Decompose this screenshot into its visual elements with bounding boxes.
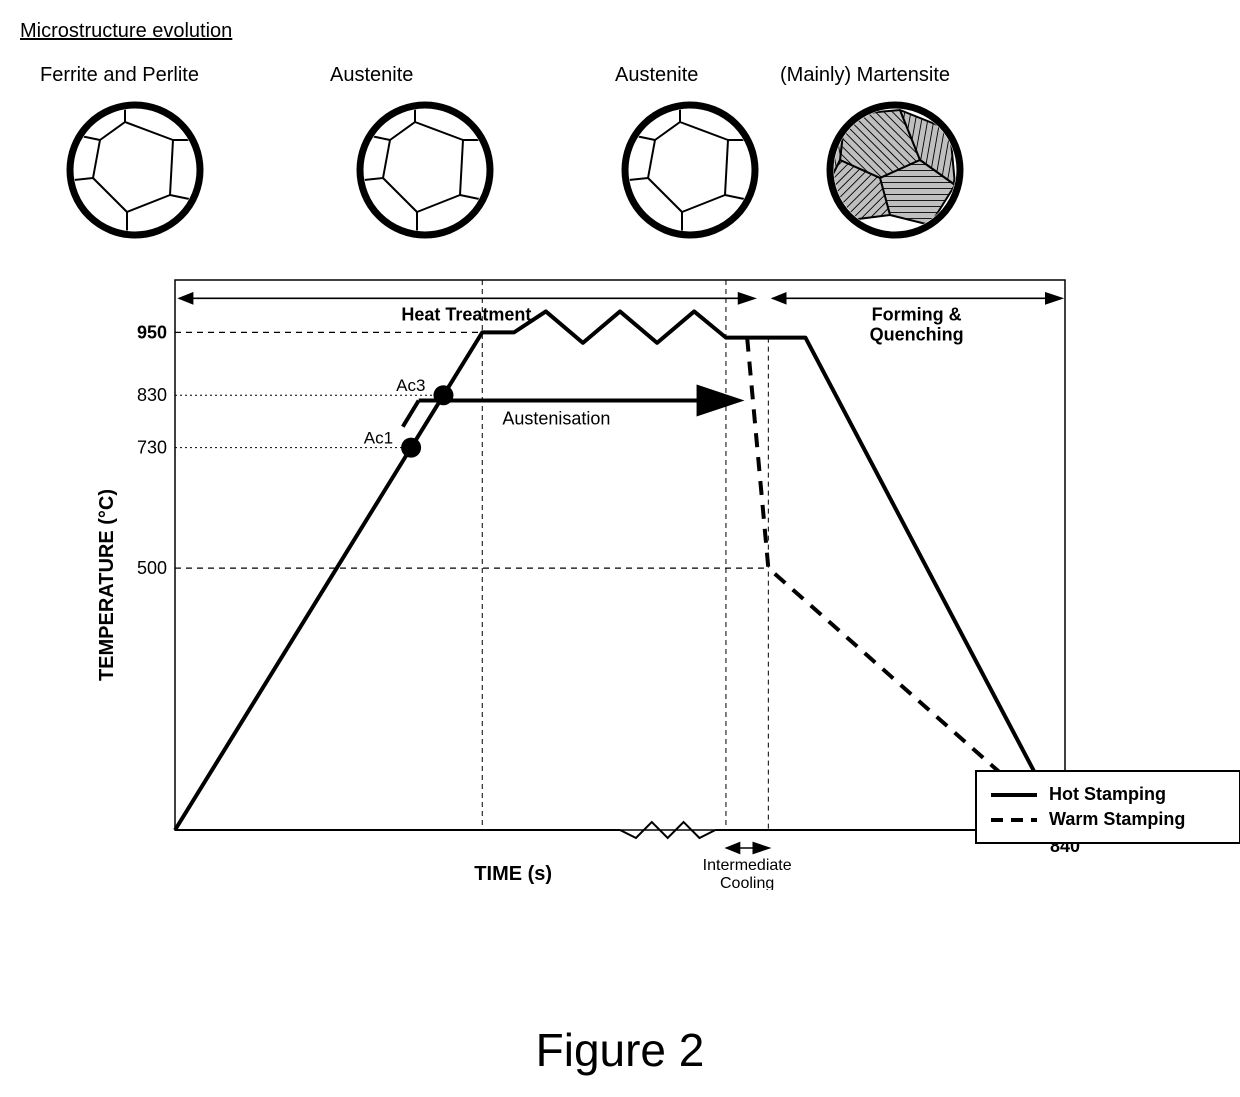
svg-text:830: 830 — [137, 385, 167, 405]
microstructure-label: Austenite — [330, 64, 413, 87]
svg-text:Ac1: Ac1 — [364, 429, 393, 448]
svg-text:Forming &: Forming & — [872, 304, 962, 324]
svg-text:Intermediate: Intermediate — [703, 857, 792, 874]
svg-text:500: 500 — [137, 558, 167, 578]
temperature-time-chart: TEMPERATURE (°C)TIME (s)500730830950840H… — [95, 250, 1085, 890]
svg-text:Ac3: Ac3 — [396, 376, 425, 395]
svg-text:TEMPERATURE (°C): TEMPERATURE (°C) — [96, 489, 118, 681]
svg-text:TIME (s): TIME (s) — [474, 863, 552, 885]
svg-text:730: 730 — [137, 438, 167, 458]
section-title: Microstructure evolution — [20, 20, 1220, 43]
svg-text:950: 950 — [137, 322, 167, 342]
svg-text:Quenching: Quenching — [870, 324, 964, 344]
legend: Hot Stamping Warm Stamping — [975, 770, 1240, 844]
svg-text:Heat Treatment: Heat Treatment — [401, 304, 531, 324]
microstructure-label: (Mainly) Martensite — [780, 64, 950, 87]
microstructure-diagrams — [20, 95, 1020, 255]
microstructure-label: Ferrite and Perlite — [40, 64, 199, 87]
legend-item: Hot Stamping — [989, 784, 1227, 805]
svg-text:Cooling: Cooling — [720, 875, 774, 890]
legend-item: Warm Stamping — [989, 809, 1227, 830]
figure-caption: Figure 2 — [536, 1023, 705, 1077]
svg-text:Austenisation: Austenisation — [502, 408, 610, 428]
microstructure-label: Austenite — [615, 64, 698, 87]
